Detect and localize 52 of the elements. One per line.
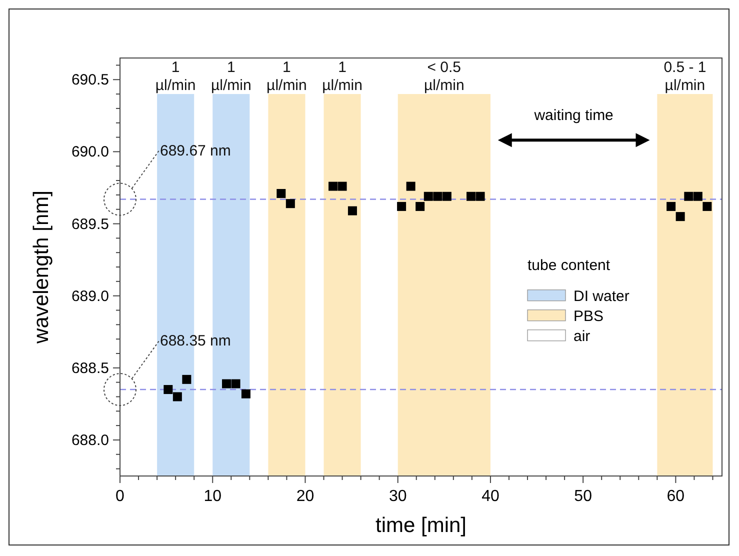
point — [702, 202, 712, 211]
point — [328, 182, 338, 191]
y-tick-label: 688.0 — [71, 432, 109, 449]
point — [231, 379, 240, 388]
annotation: DI water — [574, 288, 630, 305]
point — [693, 192, 702, 201]
band-label: 1 µl/min — [210, 59, 252, 94]
point — [442, 192, 452, 201]
point — [666, 202, 676, 211]
band-label: 1 µl/min — [155, 59, 196, 94]
point — [476, 192, 485, 201]
point — [397, 202, 406, 211]
y-tick-label: 689.5 — [71, 216, 109, 233]
point — [676, 212, 685, 222]
x-tick-label: 50 — [574, 488, 592, 505]
point — [222, 379, 232, 388]
annotation: PBS — [574, 308, 604, 325]
point — [433, 192, 442, 201]
point — [172, 392, 182, 402]
legend-title: tube content — [528, 256, 611, 274]
y-tick-label: 689.0 — [71, 288, 109, 305]
point — [276, 188, 286, 198]
annotation: air — [574, 328, 590, 345]
band-label: 1 µl/min — [322, 59, 362, 94]
x-tick-label: 30 — [388, 488, 407, 505]
x-tick-label: 10 — [204, 488, 222, 505]
x-tick-label: 40 — [482, 488, 500, 505]
band-label: 1 µl/min — [266, 59, 307, 94]
y-axis-title: wavelength [nm] — [30, 190, 53, 344]
point — [164, 385, 173, 394]
point — [466, 192, 476, 201]
ref-line-label: 689.67 nm — [160, 142, 231, 160]
band-label: < 0.5 µl/min — [424, 59, 464, 94]
point — [406, 182, 416, 191]
point — [684, 192, 694, 201]
x-axis-title: time [min] — [375, 514, 467, 537]
x-tick-label: 0 — [116, 488, 125, 505]
band-label: 0.5 - 1 µl/min — [664, 59, 706, 94]
point — [241, 389, 250, 398]
point — [338, 182, 347, 191]
point — [424, 192, 433, 201]
point — [286, 199, 295, 208]
ref-line-label: 688.35 nm — [160, 332, 231, 350]
point — [182, 374, 192, 384]
y-tick-label: 690.0 — [71, 144, 109, 161]
point — [416, 202, 425, 211]
y-tick-label: 688.5 — [71, 360, 109, 377]
x-tick-label: 20 — [296, 488, 314, 505]
y-tick-label: 690.5 — [71, 72, 109, 89]
point — [348, 206, 357, 216]
annotation: waiting time — [533, 106, 614, 124]
x-tick-label: 60 — [666, 488, 685, 505]
